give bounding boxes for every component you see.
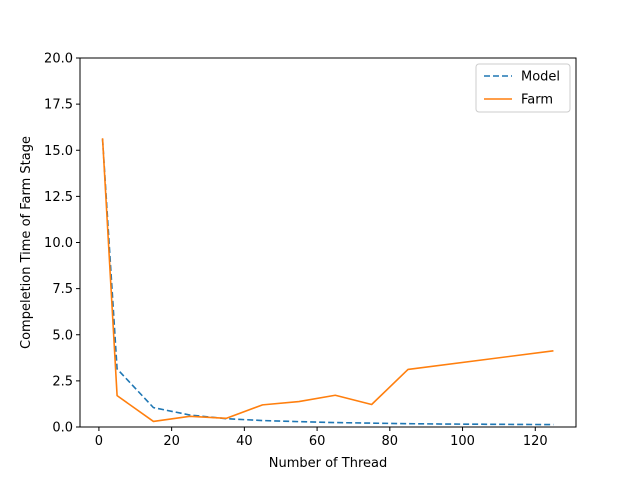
y-axis-label: Compeletion Time of Farm Stage	[19, 136, 34, 349]
x-tick-label: 120	[523, 434, 548, 449]
y-tick-label: 15.0	[44, 144, 73, 159]
x-tick-label: 80	[382, 434, 399, 449]
y-tick-label: 5.0	[52, 328, 73, 343]
y-tick-label: 7.5	[52, 282, 73, 297]
x-tick-label: 0	[95, 434, 103, 449]
series-line-farm	[101, 138, 554, 423]
axes-layer: 0 20 40 60 80 100 120 0.0 2.5 5.0 7.5 10.0 12.5 15.0 1…	[44, 52, 548, 450]
y-tick-label: 12.5	[44, 190, 73, 205]
legend-label-model: Model	[521, 70, 560, 85]
y-tick-label: 20.0	[44, 52, 73, 67]
x-tick-label: 100	[450, 434, 475, 449]
legend-box	[475, 63, 571, 113]
x-tick-label: 60	[309, 434, 326, 449]
x-tick-label: 40	[236, 434, 253, 449]
legend-label-farm: Farm	[521, 93, 553, 108]
plot-frame	[79, 57, 577, 428]
series-layer	[101, 138, 554, 426]
x-tick-label: 20	[163, 434, 180, 449]
plot-area	[79, 57, 577, 428]
y-tick-label: 17.5	[44, 98, 73, 113]
x-axis-label: Number of Thread	[269, 456, 387, 471]
series-line-model	[101, 139, 554, 426]
y-tick-label: 2.5	[52, 374, 73, 389]
legend: Model Farm	[475, 63, 571, 113]
y-tick-label: 0.0	[52, 421, 73, 436]
y-tick-label: 10.0	[44, 236, 73, 251]
